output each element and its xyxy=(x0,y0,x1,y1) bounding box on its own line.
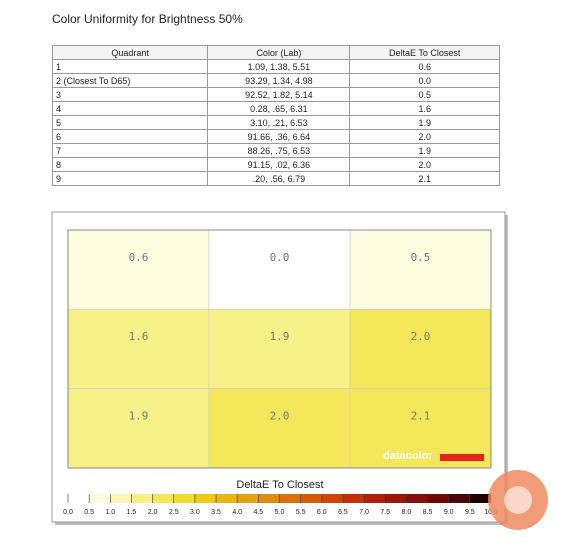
colorbar-tick-label: 0.0 xyxy=(63,509,73,516)
cell-label: 2.0 xyxy=(411,330,431,343)
colorbar-tick-label: 4.0 xyxy=(232,509,242,516)
colorbar-tick-label: 5.5 xyxy=(296,509,306,516)
logo-center xyxy=(504,486,532,514)
colorbar-segment xyxy=(131,494,153,503)
colorbar-tick-label: 9.0 xyxy=(444,509,454,516)
table-row: 2 (Closest To D65) 93.29, 1.34, 4.98 0.0 xyxy=(51,73,500,88)
cell-label: 0.6 xyxy=(129,251,149,264)
column-header: Quadrant xyxy=(51,45,209,60)
colorbar-tick-label: 1.0 xyxy=(105,509,115,516)
report-title: Color Uniformity for Brightness 50% xyxy=(52,12,243,26)
cell-label: 1.6 xyxy=(129,330,149,343)
colorbar-segment xyxy=(110,494,132,503)
plot-border xyxy=(67,229,492,469)
colorbar-tick-label: 4.5 xyxy=(253,509,263,516)
cell-label: 2.0 xyxy=(270,409,290,422)
table-row: 9.20, .56, 6.79 2.1 xyxy=(51,171,500,186)
colorbar-tick-label: 9.5 xyxy=(465,509,475,516)
plot: 0.6 0.0 0.5 1.6 1.9 2.0 1.9 2.0 2.1 datacolor Delt… xyxy=(63,229,498,516)
colorbar-segment xyxy=(300,494,322,503)
colorbar-tick-label: 1.5 xyxy=(127,509,137,516)
brand-bar xyxy=(440,454,484,461)
colorbar-segment xyxy=(364,494,386,503)
heat-cell xyxy=(67,229,210,310)
table-cell: 2.1 xyxy=(349,171,500,186)
colorbar-segment xyxy=(194,494,217,503)
column-header: Color (Lab) xyxy=(207,45,351,60)
cell-label: 0.5 xyxy=(411,251,431,264)
colorbar-segment xyxy=(89,494,111,503)
colorbar-tick-label: 2.0 xyxy=(148,509,158,516)
heat-cell xyxy=(208,229,351,310)
table-row: 6 91.66, .36, 6.64 2.0 xyxy=(51,129,500,144)
cell-label: 1.9 xyxy=(270,330,290,343)
table-cell: 9 xyxy=(51,171,209,186)
colorbar-tick-label: 3.5 xyxy=(211,509,221,516)
colorbar-tick-label: 8.5 xyxy=(423,509,433,516)
cell-label: 2.1 xyxy=(411,409,431,422)
colorbar-tick-label: 7.5 xyxy=(380,509,390,516)
heat-cell xyxy=(349,309,492,389)
colorbar-segment xyxy=(279,494,301,503)
colorbar-segment xyxy=(342,494,365,503)
colorbar-segment xyxy=(152,494,174,503)
cell-label: 0.0 xyxy=(270,251,290,264)
colorbar-segment xyxy=(406,494,428,503)
colorbar-segment xyxy=(216,494,238,503)
heat-cell xyxy=(67,388,210,469)
brand: datacolor xyxy=(383,450,433,462)
heat-cell xyxy=(349,229,492,310)
colorbar-tick-label: 8.0 xyxy=(402,509,412,516)
colorbar-segment xyxy=(258,494,280,503)
colorbar-tick-label: 0.5 xyxy=(84,509,94,516)
heat-cell xyxy=(208,388,351,469)
colorbar-segment xyxy=(321,494,343,503)
colorbar-tick-label: 6.0 xyxy=(317,509,327,516)
column-header: DeltaE To Closest xyxy=(349,45,500,60)
colorbar-tick-label: 3.0 xyxy=(190,509,200,516)
colorbar-tick-label: 5.0 xyxy=(275,509,285,516)
table-body: 1 1.09, 1.38, 5.51 0.6 2 (Closest To D65) 93… xyxy=(51,59,500,186)
colorbar-segment xyxy=(68,494,90,503)
colorbar-segment xyxy=(237,494,259,503)
colorbar-tick-label: 6.5 xyxy=(338,509,348,516)
header-row: Quadrant Color (Lab) DeltaE To Closest xyxy=(51,45,500,60)
legend-title: DeltaE To Closest xyxy=(236,479,323,491)
uniformity-table: Quadrant Color (Lab) DeltaE To Closest 1 1.0… xyxy=(51,45,500,186)
colorbar-segment xyxy=(385,494,407,503)
colorbar-tick-label: 2.5 xyxy=(169,509,179,516)
colorbar-segment xyxy=(173,494,195,503)
heat-cell xyxy=(208,309,351,389)
colorbar-segment xyxy=(469,494,491,503)
colorbar-tick-label: 7.0 xyxy=(359,509,369,516)
heat-cell xyxy=(67,309,210,389)
colorbar-segment xyxy=(448,494,470,503)
table-cell: .20, .56, 6.79 xyxy=(207,171,351,186)
cell-label: 1.9 xyxy=(129,409,149,422)
colorbar-segment xyxy=(427,494,449,503)
